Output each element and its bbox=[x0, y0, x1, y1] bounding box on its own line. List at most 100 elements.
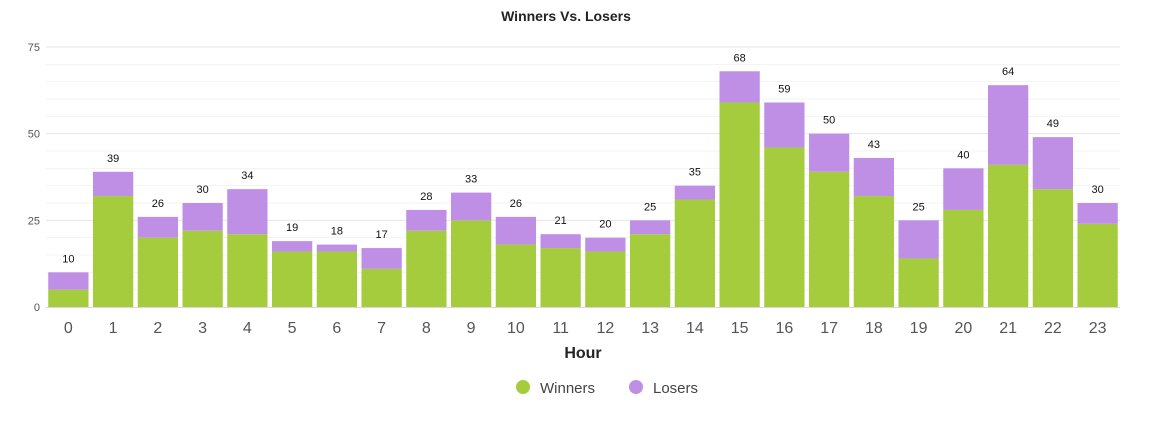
x-tick-label: 4 bbox=[243, 320, 252, 337]
bar-losers bbox=[92, 171, 134, 197]
data-label: 33 bbox=[465, 174, 477, 186]
x-tick-label: 17 bbox=[820, 320, 838, 337]
bar-losers bbox=[719, 71, 760, 103]
bar-losers bbox=[271, 241, 313, 252]
data-label: 26 bbox=[152, 198, 164, 210]
x-tick-label: 9 bbox=[467, 320, 476, 337]
data-label: 64 bbox=[1002, 66, 1014, 78]
x-tick-label: 13 bbox=[641, 320, 659, 337]
bar-losers bbox=[540, 234, 581, 249]
y-tick-label: 0 bbox=[34, 302, 40, 314]
legend-marker-losers bbox=[629, 380, 643, 394]
bar-winners bbox=[674, 199, 716, 307]
bar-losers bbox=[987, 85, 1029, 165]
bar-winners bbox=[495, 244, 537, 307]
x-tick-label: 12 bbox=[596, 320, 614, 337]
legend-label-winners: Winners bbox=[540, 380, 595, 397]
bar-winners bbox=[764, 147, 805, 307]
x-tick-label: 6 bbox=[332, 320, 341, 337]
data-label: 20 bbox=[599, 219, 611, 231]
bar-losers bbox=[808, 133, 850, 172]
x-axis-title: Hour bbox=[564, 345, 601, 362]
y-axis: 0 25 50 75 bbox=[28, 42, 40, 314]
bar-losers bbox=[764, 102, 805, 148]
bar-losers bbox=[182, 203, 223, 231]
data-label: 39 bbox=[107, 153, 119, 165]
bar-winners bbox=[1032, 189, 1074, 307]
x-tick-label: 16 bbox=[775, 320, 793, 337]
data-label: 10 bbox=[62, 253, 74, 265]
data-label: 43 bbox=[868, 139, 880, 151]
bar-winners bbox=[943, 209, 984, 307]
x-tick-label: 3 bbox=[198, 320, 207, 337]
x-tick-label: 14 bbox=[686, 320, 704, 337]
y-tick-label: 25 bbox=[28, 215, 40, 227]
bar-losers bbox=[853, 157, 895, 197]
data-label: 59 bbox=[778, 83, 790, 95]
data-label: 50 bbox=[823, 115, 835, 127]
data-label: 28 bbox=[420, 191, 432, 203]
bar-losers bbox=[137, 216, 179, 238]
bar-losers bbox=[629, 220, 671, 235]
bar-losers bbox=[450, 192, 492, 221]
bar-winners bbox=[1077, 223, 1118, 307]
data-label: 40 bbox=[957, 149, 969, 161]
legend: Winners Losers bbox=[516, 380, 698, 397]
x-tick-label: 11 bbox=[552, 320, 569, 337]
bar-losers bbox=[1032, 137, 1074, 190]
data-label: 30 bbox=[197, 184, 209, 196]
x-axis: 0 1 2 3 4 5 6 7 8 9 10 11 12 13 14 15 16 17 18 19 20 21 22 23 bbox=[64, 320, 1107, 337]
bar-losers bbox=[48, 272, 89, 290]
bar-winners bbox=[92, 196, 134, 307]
data-label: 68 bbox=[734, 52, 746, 64]
x-tick-label: 15 bbox=[731, 320, 749, 337]
bars-group bbox=[48, 71, 1118, 307]
data-label: 35 bbox=[689, 167, 701, 179]
bar-winners bbox=[48, 289, 89, 307]
x-tick-label: 2 bbox=[153, 320, 162, 337]
data-label: 26 bbox=[510, 198, 522, 210]
x-tick-label: 7 bbox=[377, 320, 386, 337]
data-labels: 10 39 26 30 34 19 18 17 28 33 26 21 20 25 35 68 59 50 43 25… bbox=[62, 52, 1104, 265]
bar-winners bbox=[540, 248, 581, 307]
x-tick-label: 22 bbox=[1044, 320, 1062, 337]
y-tick-label: 50 bbox=[28, 129, 40, 141]
bar-losers bbox=[1077, 203, 1118, 224]
legend-label-losers: Losers bbox=[653, 380, 698, 397]
bar-winners bbox=[227, 234, 268, 307]
bar-losers bbox=[406, 209, 447, 231]
bar-losers bbox=[674, 185, 716, 200]
bar-winners bbox=[898, 258, 939, 307]
y-tick-label: 75 bbox=[28, 42, 40, 54]
data-label: 21 bbox=[555, 215, 567, 227]
data-label: 19 bbox=[286, 222, 298, 234]
x-tick-label: 21 bbox=[999, 320, 1017, 337]
x-tick-label: 1 bbox=[109, 320, 118, 337]
data-label: 25 bbox=[913, 201, 925, 213]
bar-winners bbox=[629, 234, 671, 307]
bar-winners bbox=[406, 230, 447, 307]
bar-losers bbox=[943, 168, 984, 210]
bar-winners bbox=[853, 196, 895, 307]
grid-lines bbox=[46, 46, 1120, 308]
x-tick-label: 20 bbox=[954, 320, 972, 337]
x-tick-label: 19 bbox=[910, 320, 928, 337]
bar-losers bbox=[316, 244, 358, 252]
data-label: 49 bbox=[1047, 118, 1059, 130]
bar-losers bbox=[898, 220, 939, 259]
x-tick-label: 23 bbox=[1089, 320, 1107, 337]
bar-winners bbox=[316, 251, 358, 307]
data-label: 18 bbox=[331, 226, 343, 238]
bar-winners bbox=[987, 164, 1029, 307]
bar-losers bbox=[227, 189, 268, 235]
bar-winners bbox=[585, 251, 626, 307]
x-tick-label: 0 bbox=[64, 320, 73, 337]
data-label: 34 bbox=[241, 170, 253, 182]
bar-winners bbox=[361, 268, 402, 307]
x-tick-label: 18 bbox=[865, 320, 883, 337]
x-tick-label: 10 bbox=[507, 320, 525, 337]
bar-winners bbox=[450, 220, 492, 307]
bar-winners bbox=[182, 230, 223, 307]
